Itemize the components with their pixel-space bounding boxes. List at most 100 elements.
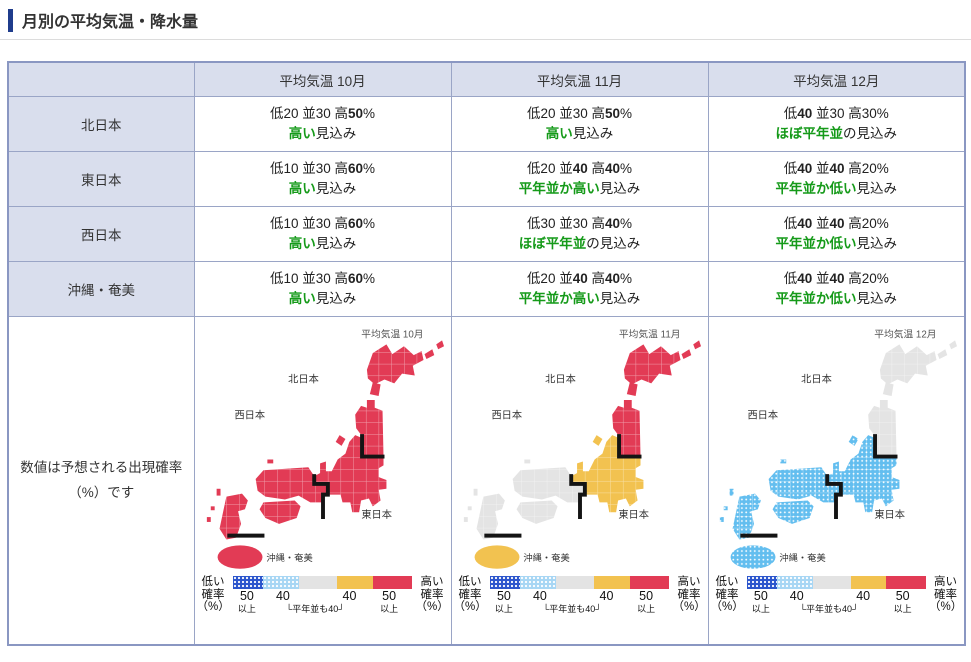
- legend-high-label: 高い 確率 （%）: [415, 575, 449, 614]
- forecast-cell: 低20 並40 高40% 平年並か高い見込み: [450, 151, 709, 207]
- table-header-row: 平均気温 10月 平均気温 11月 平均気温 12月: [7, 61, 966, 97]
- map-cell-december: 平均気温 12月: [707, 316, 966, 646]
- prefecture-grid: [512, 467, 585, 503]
- map-label-east: 東日本: [875, 508, 906, 521]
- legend-tick: 40: [275, 588, 290, 603]
- boundary-east-west: [568, 474, 587, 520]
- legend-tick-sub: └平年並も40┘: [285, 603, 345, 614]
- forecast-cell: 低40 並40 高20% 平年並か低い見込み: [707, 151, 966, 207]
- legend-seg-gray: [556, 575, 594, 589]
- map-title: 平均気温 11月: [618, 327, 680, 340]
- legend-seg-strong-blue: [489, 575, 521, 589]
- probability-line: 低40 並40 高20%: [783, 215, 889, 231]
- legend-seg-strong-blue: [232, 575, 264, 589]
- accent-bar: [8, 8, 13, 32]
- probability-line: 低10 並30 高60%: [269, 160, 376, 176]
- forecast-line: 高い見込み: [288, 236, 357, 251]
- prefecture-grid: [313, 435, 386, 513]
- island-goto: [720, 517, 725, 522]
- map-label-north: 北日本: [801, 372, 832, 385]
- region-label-okinawa-amami: 沖縄・奄美: [7, 261, 195, 317]
- forecast-table: 平均気温 10月 平均気温 11月 平均気温 12月 北日本 低20 並30 高…: [7, 61, 966, 646]
- map-label-okinawa: 沖縄・奄美: [523, 552, 569, 563]
- prefecture-grid: [476, 493, 505, 540]
- japan-map-october: 平均気温 10月: [206, 327, 444, 569]
- region-hokkaido-tail: [626, 382, 638, 397]
- prefecture-grid: [366, 344, 424, 385]
- table-row: 北日本 低20 並30 高50% 高い見込み 低20 並30 高50% 高い見込…: [7, 96, 966, 152]
- island-oki: [780, 459, 787, 464]
- island-tsushima: [729, 488, 734, 496]
- island-iki: [467, 506, 472, 511]
- forecast-cell: 低10 並30 高60% 高い見込み: [193, 261, 452, 317]
- island-northeast-2: [692, 340, 701, 350]
- prefecture-grid: [516, 500, 558, 524]
- legend-colorbar: [746, 575, 927, 589]
- forecast-line: 高い見込み: [545, 126, 614, 141]
- legend-seg-gray: [812, 575, 851, 589]
- prefecture-grid: [570, 435, 643, 513]
- note-cell: 数値は予想される出現確率（%）です: [7, 316, 195, 646]
- map-label-west: 西日本: [234, 409, 265, 422]
- map-cell-november: 平均気温 11月: [450, 316, 709, 646]
- map-title: 平均気温 12月: [874, 327, 936, 340]
- forecast-cell: 低20 並40 高40% 平年並か高い見込み: [450, 261, 709, 317]
- island-northeast-2: [435, 340, 444, 350]
- forecast-cell: 低30 並30 高40% ほぼ平年並の見込み: [450, 206, 709, 262]
- legend-high-label: 高い 確率 （%）: [672, 575, 706, 614]
- forecast-line: 平年並か高い見込み: [518, 291, 641, 306]
- note-text: 数値は予想される出現確率（%）です: [20, 460, 183, 500]
- boundary-east-west: [311, 474, 330, 520]
- legend-low-label: 低い 確率 （%）: [196, 575, 230, 614]
- map-label-east: 東日本: [361, 508, 392, 521]
- forecast-cell: 低40 並40 高20% 平年並か低い見込み: [707, 261, 966, 317]
- legend-tick: 40: [856, 588, 871, 603]
- boundary-east-west: [825, 474, 844, 520]
- legend-colorbar: [489, 575, 670, 589]
- column-header-december: 平均気温 12月: [707, 61, 966, 97]
- region-label-east-japan: 東日本: [7, 151, 195, 207]
- region-label-north-japan: 北日本: [7, 96, 195, 152]
- forecast-line: 高い見込み: [288, 181, 357, 196]
- legend-tick: 40: [532, 588, 547, 603]
- table-row: 東日本 低10 並30 高60% 高い見込み 低20 並40 高40% 平年並か…: [7, 151, 966, 207]
- island-goto: [463, 517, 468, 522]
- legend-low-label: 低い 確率 （%）: [710, 575, 744, 614]
- forecast-cell: 低40 並30 高30% ほぼ平年並の見込み: [707, 96, 966, 152]
- probability-legend: 低い 確率 （%） 50 40 40 50 以上: [452, 575, 708, 616]
- maps-row: 数値は予想される出現確率（%）です 平均気温 10月: [7, 316, 966, 646]
- prefecture-grid: [255, 467, 328, 503]
- boundary-north-east: [359, 434, 384, 459]
- legend-seg-light-blue: [520, 575, 557, 589]
- map-label-north: 北日本: [288, 372, 319, 385]
- boundary-north-east: [616, 434, 641, 459]
- probability-line: 低40 並40 高20%: [783, 160, 889, 176]
- probability-line: 低20 並40 高40%: [526, 270, 633, 286]
- legend-tick-sub: └平年並も40┘: [799, 603, 859, 614]
- island-tsushima: [216, 488, 221, 496]
- table-row: 沖縄・奄美 低10 並30 高60% 高い見込み 低20 並40 高40% 平年…: [7, 261, 966, 317]
- prefecture-grid: [623, 344, 681, 385]
- okinawa-ellipse: [474, 545, 519, 569]
- legend-seg-red: [886, 575, 926, 589]
- japan-map-november: 平均気温 11月: [463, 327, 701, 569]
- prefecture-grid: [768, 467, 842, 503]
- legend-seg-gray: [299, 575, 337, 589]
- probability-line: 低20 並40 高40%: [526, 160, 633, 176]
- map-label-west: 西日本: [748, 409, 779, 422]
- forecast-cell: 低20 並30 高50% 高い見込み: [193, 96, 452, 152]
- column-header-november: 平均気温 11月: [450, 61, 709, 97]
- island-sado: [592, 435, 602, 446]
- region-label-west-japan: 西日本: [7, 206, 195, 262]
- legend-seg-light-blue: [777, 575, 813, 589]
- okinawa-ellipse: [730, 545, 776, 569]
- prefecture-grid: [259, 500, 301, 524]
- legend-seg-strong-blue: [746, 575, 777, 589]
- region-hokkaido-tail: [883, 382, 894, 397]
- forecast-line: ほぼ平年並の見込み: [518, 236, 641, 251]
- map-cell-october: 平均気温 10月: [193, 316, 452, 646]
- island-northeast-1: [937, 349, 948, 359]
- island-tsushima: [473, 488, 478, 496]
- legend-tick: 50: [639, 588, 654, 603]
- prefecture-grid: [880, 344, 937, 385]
